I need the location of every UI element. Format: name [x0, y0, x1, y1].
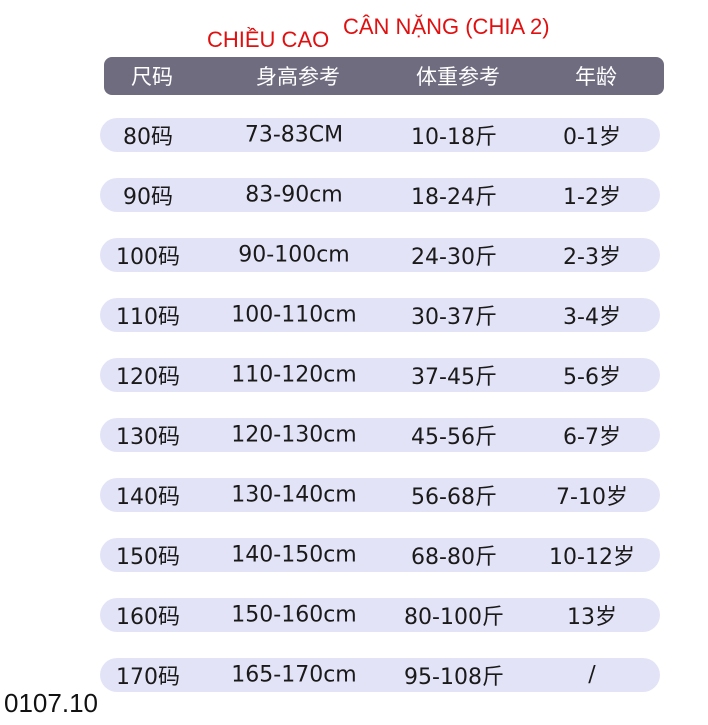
row-age: 7-10岁	[556, 485, 628, 510]
row-age: 3-4岁	[563, 305, 621, 330]
row-height: 165-170cm	[231, 662, 357, 688]
table-row: 130码 120-130cm 45-56斤 6-7岁	[100, 418, 660, 452]
product-code: 0107.10	[4, 688, 98, 718]
row-age: 2-3岁	[563, 245, 621, 270]
row-age: 13岁	[567, 605, 617, 630]
row-height: 73-83CM	[244, 122, 344, 148]
row-age: 5-6岁	[563, 365, 621, 390]
row-age: 6-7岁	[563, 425, 621, 450]
header-weight: 体重参考	[416, 65, 500, 89]
row-weight: 18-24斤	[411, 185, 497, 210]
table-row: 90码 83-90cm 18-24斤 1-2岁	[100, 178, 660, 212]
table-row: 170码 165-170cm 95-108斤 /	[100, 658, 660, 692]
row-size: 100码	[116, 245, 180, 270]
row-weight: 45-56斤	[411, 425, 497, 450]
row-size: 160码	[116, 605, 180, 630]
row-height: 150-160cm	[231, 602, 357, 628]
row-age: 1-2岁	[563, 185, 621, 210]
row-weight: 10-18斤	[411, 125, 497, 150]
row-size: 130码	[116, 425, 180, 450]
row-size: 140码	[116, 485, 180, 510]
row-height: 90-100cm	[238, 242, 350, 268]
table-row: 120码 110-120cm 37-45斤 5-6岁	[100, 358, 660, 392]
row-weight: 37-45斤	[411, 365, 497, 390]
row-size: 80码	[123, 125, 173, 150]
row-size: 90码	[123, 185, 173, 210]
row-size: 150码	[116, 545, 180, 570]
header-age: 年龄	[575, 65, 617, 89]
row-height: 140-150cm	[231, 542, 357, 568]
row-height: 83-90cm	[245, 182, 343, 208]
row-height: 100-110cm	[231, 302, 357, 328]
row-height: 130-140cm	[231, 482, 357, 508]
header-height: 身高参考	[256, 65, 340, 89]
row-age: 0-1岁	[563, 125, 621, 150]
row-height: 110-120cm	[231, 362, 357, 388]
row-age: 10-12岁	[549, 545, 635, 570]
weight-annotation: CÂN NẶNG (CHIA 2)	[343, 14, 550, 39]
row-size: 170码	[116, 665, 180, 690]
row-height: 120-130cm	[231, 422, 357, 448]
row-weight: 24-30斤	[411, 245, 497, 270]
table-header: 尺码 身高参考 体重参考 年龄	[104, 57, 664, 95]
table-row: 80码 73-83CM 10-18斤 0-1岁	[100, 118, 660, 152]
row-size: 120码	[116, 365, 180, 390]
table-row: 100码 90-100cm 24-30斤 2-3岁	[100, 238, 660, 272]
height-annotation: CHIỀU CAO	[207, 27, 330, 52]
table-row: 110码 100-110cm 30-37斤 3-4岁	[100, 298, 660, 332]
row-weight: 30-37斤	[411, 305, 497, 330]
row-weight: 56-68斤	[411, 485, 497, 510]
row-age: /	[588, 662, 596, 688]
table-row: 150码 140-150cm 68-80斤 10-12岁	[100, 538, 660, 572]
header-size: 尺码	[131, 65, 173, 89]
table-row: 160码 150-160cm 80-100斤 13岁	[100, 598, 660, 632]
table-row: 140码 130-140cm 56-68斤 7-10岁	[100, 478, 660, 512]
row-weight: 80-100斤	[404, 605, 504, 630]
row-size: 110码	[116, 305, 180, 330]
row-weight: 68-80斤	[411, 545, 497, 570]
row-weight: 95-108斤	[404, 665, 504, 690]
